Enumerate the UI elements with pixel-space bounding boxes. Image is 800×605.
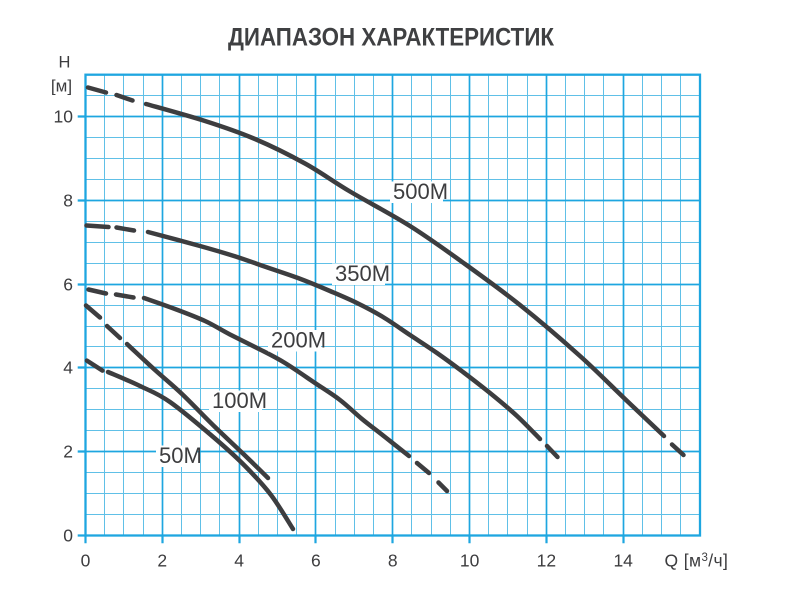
svg-text:14: 14 bbox=[613, 551, 633, 571]
svg-text:4: 4 bbox=[63, 358, 73, 378]
svg-text:350M: 350M bbox=[335, 261, 390, 286]
svg-text:10: 10 bbox=[460, 551, 480, 571]
svg-text:[м]: [м] bbox=[51, 77, 72, 96]
svg-text:2: 2 bbox=[63, 442, 73, 462]
svg-text:200M: 200M bbox=[271, 328, 326, 353]
svg-text:H: H bbox=[59, 54, 71, 72]
svg-text:2: 2 bbox=[157, 551, 167, 571]
svg-text:10: 10 bbox=[54, 107, 74, 127]
svg-text:100M: 100M bbox=[212, 388, 267, 413]
svg-text:4: 4 bbox=[234, 551, 244, 571]
svg-text:6: 6 bbox=[63, 275, 73, 295]
svg-text:50M: 50M bbox=[159, 443, 202, 468]
svg-text:6: 6 bbox=[311, 551, 321, 571]
svg-text:500M: 500M bbox=[393, 179, 448, 204]
svg-text:0: 0 bbox=[81, 551, 91, 571]
svg-text:8: 8 bbox=[63, 191, 73, 211]
svg-text:8: 8 bbox=[388, 551, 398, 571]
svg-text:Q [м3/ч]: Q [м3/ч] bbox=[665, 551, 729, 571]
svg-text:ДИАПАЗОН ХАРАКТЕРИСТИК: ДИАПАЗОН ХАРАКТЕРИСТИК bbox=[228, 24, 555, 52]
svg-text:0: 0 bbox=[63, 526, 73, 546]
svg-text:12: 12 bbox=[537, 551, 556, 571]
